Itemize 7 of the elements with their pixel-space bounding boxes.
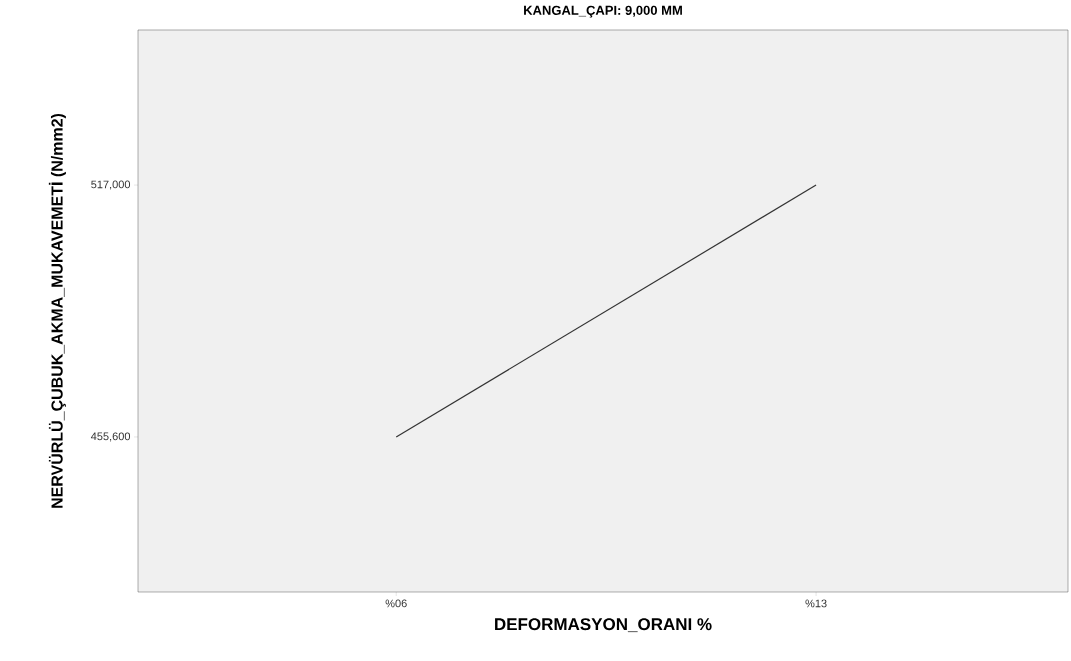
y-tick-label: 517,000 — [91, 180, 131, 190]
chart-title: KANGAL_ÇAPI: 9,000 MM — [524, 5, 682, 18]
x-axis-title: DEFORMASYON_ORANI % — [495, 618, 712, 633]
x-tick-label: %06 — [385, 599, 407, 608]
y-tick-label: 455,600 — [90, 432, 131, 442]
x-tick-label: %13 — [805, 599, 827, 608]
y-axis-title: NERVÜRLÜ_ÇUBUK_AKMA_MUKAVEMETİ (N/mm2) — [48, 113, 66, 508]
